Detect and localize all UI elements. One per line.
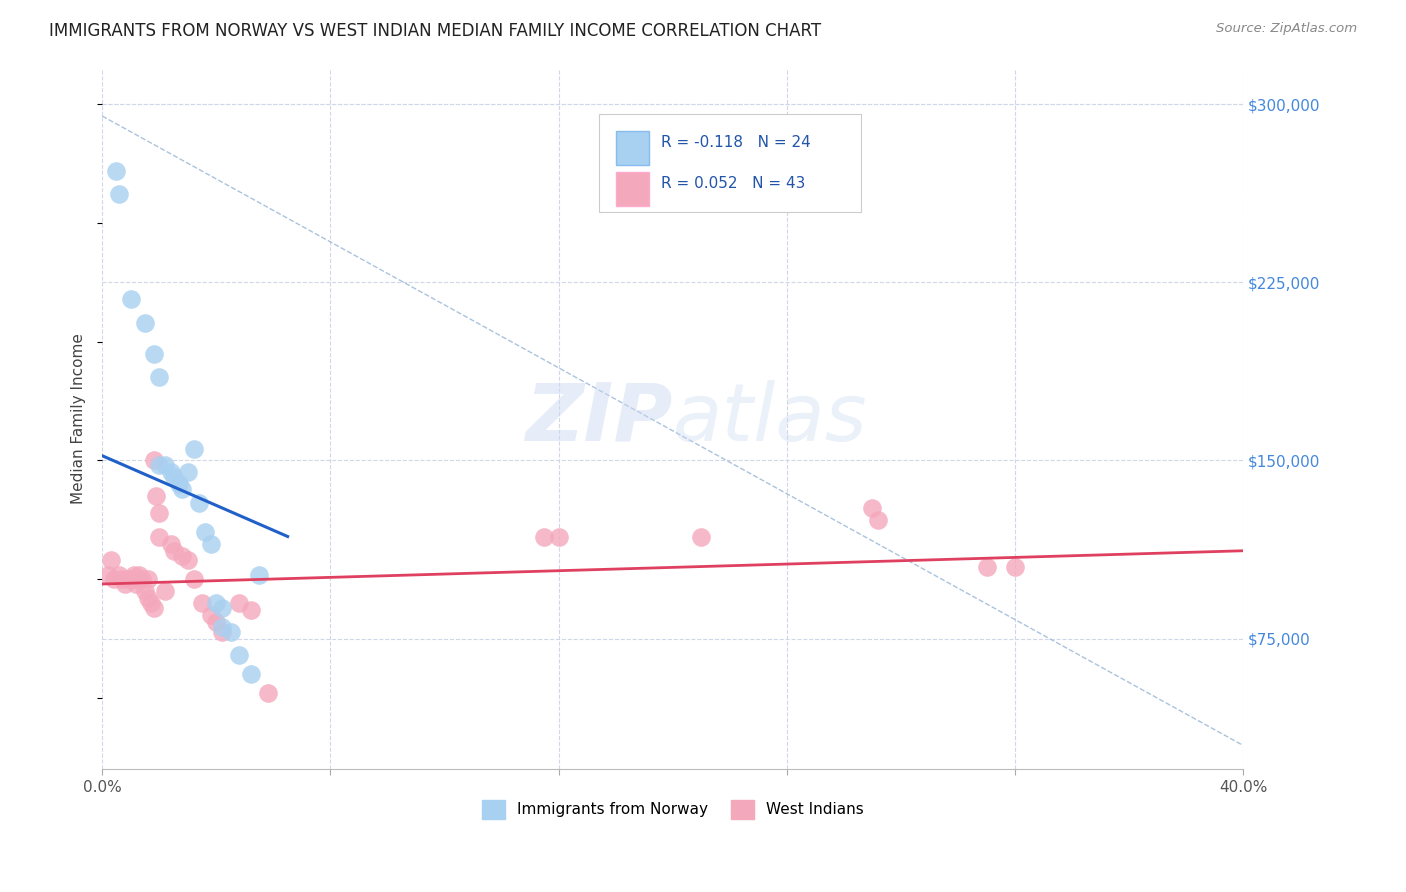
- Point: [142, 453, 165, 467]
- Text: ZIP: ZIP: [526, 380, 673, 458]
- FancyBboxPatch shape: [616, 130, 648, 165]
- Point: [134, 584, 156, 599]
- Point: [111, 572, 134, 586]
- Point: [239, 603, 262, 617]
- Point: [211, 620, 233, 634]
- Point: [162, 543, 184, 558]
- Point: [1004, 560, 1026, 574]
- Text: atlas: atlas: [673, 380, 868, 458]
- Point: [205, 615, 228, 629]
- Point: [122, 572, 145, 586]
- Point: [114, 577, 136, 591]
- Point: [148, 529, 170, 543]
- Point: [108, 187, 131, 202]
- Point: [136, 591, 159, 606]
- Point: [191, 596, 214, 610]
- Point: [200, 536, 222, 550]
- Point: [188, 496, 211, 510]
- Point: [172, 482, 194, 496]
- Legend: Immigrants from Norway, West Indians: Immigrants from Norway, West Indians: [475, 794, 870, 825]
- Point: [167, 477, 190, 491]
- Point: [136, 572, 159, 586]
- Point: [100, 553, 122, 567]
- Point: [131, 572, 153, 586]
- Point: [159, 466, 181, 480]
- Point: [108, 567, 131, 582]
- Text: R = -0.118   N = 24: R = -0.118 N = 24: [661, 135, 811, 150]
- Point: [868, 513, 890, 527]
- Point: [183, 572, 205, 586]
- Point: [228, 648, 250, 663]
- Point: [162, 470, 184, 484]
- Point: [125, 572, 148, 586]
- Point: [690, 529, 713, 543]
- Point: [228, 596, 250, 610]
- Point: [103, 572, 125, 586]
- Text: IMMIGRANTS FROM NORWAY VS WEST INDIAN MEDIAN FAMILY INCOME CORRELATION CHART: IMMIGRANTS FROM NORWAY VS WEST INDIAN ME…: [49, 22, 821, 40]
- Y-axis label: Median Family Income: Median Family Income: [72, 334, 86, 504]
- Point: [139, 596, 162, 610]
- Point: [128, 567, 150, 582]
- Point: [256, 686, 278, 700]
- Point: [205, 596, 228, 610]
- Point: [239, 667, 262, 681]
- Text: R = 0.052   N = 43: R = 0.052 N = 43: [661, 176, 806, 191]
- Point: [153, 584, 176, 599]
- Point: [148, 370, 170, 384]
- Point: [117, 572, 139, 586]
- Point: [862, 501, 884, 516]
- Point: [183, 442, 205, 456]
- Point: [200, 607, 222, 622]
- Point: [159, 536, 181, 550]
- Point: [172, 549, 194, 563]
- Point: [134, 316, 156, 330]
- Point: [120, 572, 142, 586]
- Point: [148, 506, 170, 520]
- Point: [105, 163, 128, 178]
- Point: [153, 458, 176, 473]
- Point: [211, 600, 233, 615]
- Point: [142, 346, 165, 360]
- Point: [120, 292, 142, 306]
- Text: Source: ZipAtlas.com: Source: ZipAtlas.com: [1216, 22, 1357, 36]
- Point: [148, 458, 170, 473]
- Point: [219, 624, 242, 639]
- Point: [145, 489, 167, 503]
- Point: [547, 529, 569, 543]
- FancyBboxPatch shape: [616, 171, 648, 206]
- Point: [194, 524, 217, 539]
- Point: [177, 553, 200, 567]
- Point: [142, 600, 165, 615]
- Point: [211, 624, 233, 639]
- Point: [976, 560, 998, 574]
- Point: [177, 466, 200, 480]
- Point: [97, 567, 120, 582]
- Point: [125, 577, 148, 591]
- Point: [122, 567, 145, 582]
- Point: [247, 567, 270, 582]
- Point: [533, 529, 555, 543]
- FancyBboxPatch shape: [599, 114, 860, 212]
